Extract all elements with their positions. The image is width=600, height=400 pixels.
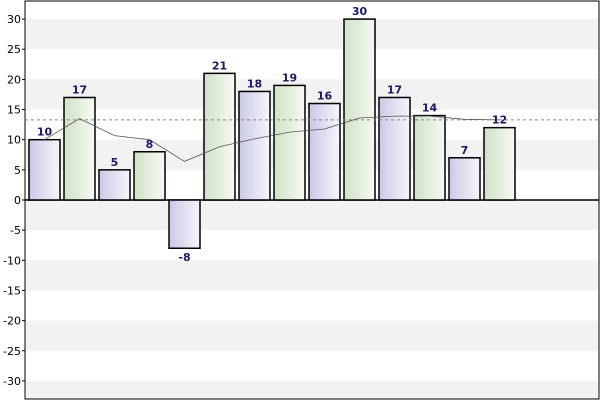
- y-tick-label: 15: [7, 104, 21, 117]
- y-tick-label: 20: [7, 73, 21, 86]
- grid-band: [25, 260, 599, 291]
- bar-value-label: -8: [178, 251, 190, 264]
- bar: [308, 102, 341, 201]
- grid-bands: [25, 19, 599, 399]
- bar: [98, 169, 131, 201]
- grid-band: [25, 19, 599, 50]
- bar: [273, 84, 306, 201]
- bar: [133, 151, 166, 201]
- bar-value-label: 21: [212, 59, 227, 72]
- y-tick-label: -5: [10, 224, 21, 237]
- y-tick-label: 30: [7, 13, 21, 26]
- grid-band: [25, 320, 599, 351]
- bar: [343, 18, 376, 201]
- y-tick-label: 0: [14, 194, 21, 207]
- bar-value-label: 19: [282, 71, 297, 84]
- bar: [203, 72, 236, 201]
- bar: [63, 96, 96, 201]
- bars: [28, 18, 516, 249]
- bar-value-label: 8: [146, 138, 154, 151]
- y-tick-label: -25: [3, 345, 21, 358]
- bar: [378, 96, 411, 201]
- y-tick-label: -15: [3, 284, 21, 297]
- moving-average-line: [44, 115, 500, 162]
- bar-value-label: 7: [461, 144, 469, 157]
- y-tick-label: 10: [7, 134, 21, 147]
- bar-value-label: 14: [422, 102, 438, 115]
- bar: [168, 199, 201, 249]
- bar-value-label: 10: [37, 126, 53, 139]
- bar-value-label: 17: [387, 83, 402, 96]
- bar: [483, 126, 516, 201]
- bar-value-label: 16: [317, 90, 333, 103]
- bar: [28, 138, 61, 201]
- bar: [448, 157, 481, 201]
- trend-lines: [25, 115, 599, 162]
- bar-value-label: 18: [247, 77, 262, 90]
- grid-band: [25, 380, 599, 399]
- bar-value-label: 5: [111, 156, 119, 169]
- bar-value-label: 30: [352, 5, 368, 18]
- bar-value-label: 17: [72, 83, 87, 96]
- bar: [413, 114, 446, 201]
- y-tick-label: 5: [14, 164, 21, 177]
- y-tick-label: -30: [3, 375, 21, 388]
- y-tick-label: 25: [7, 43, 21, 56]
- y-tick-label: -10: [3, 254, 21, 267]
- bar: [238, 90, 271, 201]
- y-tick-label: -20: [3, 315, 21, 328]
- bar-value-label: 12: [492, 114, 507, 127]
- data-labels: 10 17 5 8 -8 21 18 19 16 30 17 14 7 12: [37, 5, 507, 264]
- grid-band: [25, 200, 599, 231]
